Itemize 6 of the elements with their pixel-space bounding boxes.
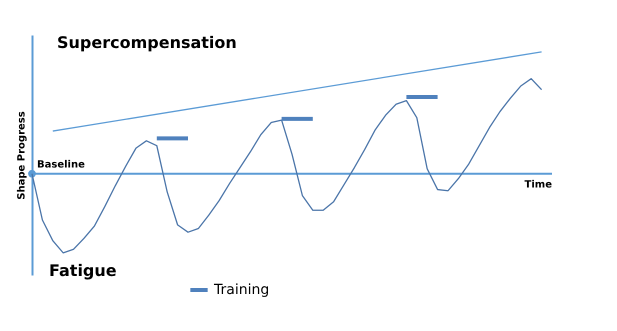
legend-label: Training (213, 282, 270, 298)
x-axis-title: Time (524, 180, 552, 191)
text: Fatigue (49, 261, 117, 280)
y-axis-title: Shape Progress (16, 111, 28, 200)
annotation: Supercompensation (57, 33, 237, 52)
annotation: Baseline (37, 160, 86, 171)
